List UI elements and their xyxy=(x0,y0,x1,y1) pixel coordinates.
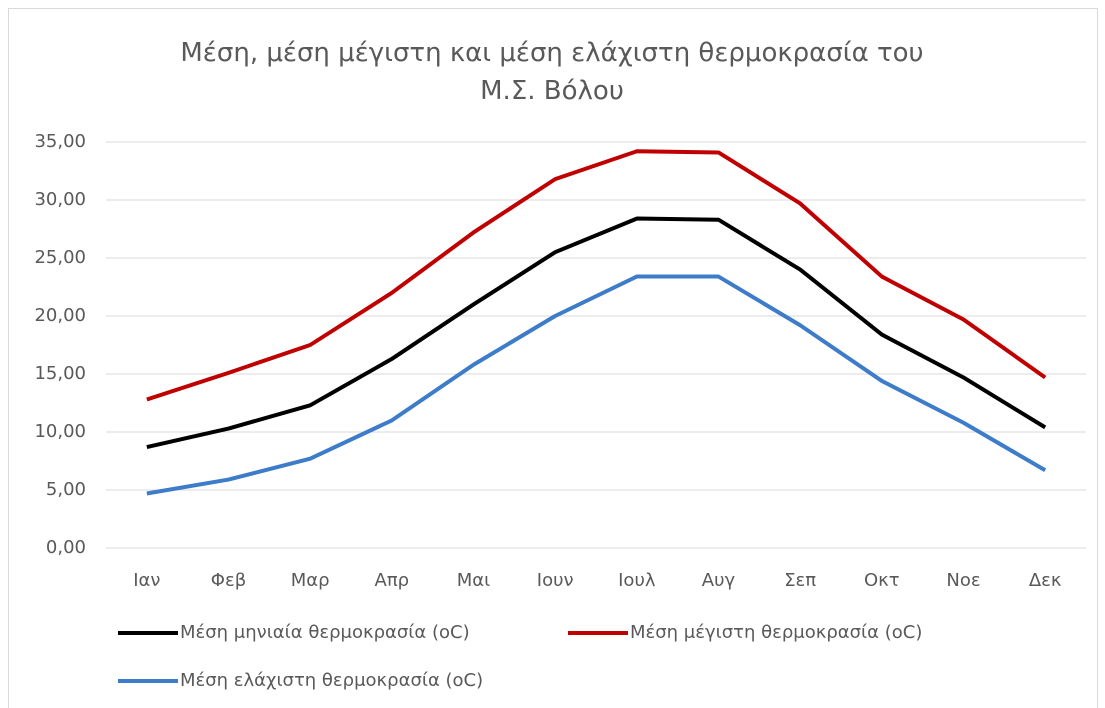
x-tick-label: Μαρ xyxy=(291,570,330,591)
y-tick-label: 10,00 xyxy=(34,421,86,442)
x-tick-label: Αυγ xyxy=(702,570,736,591)
y-tick-label: 20,00 xyxy=(34,305,86,326)
series-line xyxy=(146,274,1047,496)
y-tick-label: 5,00 xyxy=(46,479,86,500)
chart-frame xyxy=(8,8,1098,708)
legend-label: Μέση ελάχιστη θερμοκρασία (oC) xyxy=(180,670,483,691)
y-tick-label: 0,00 xyxy=(46,537,86,558)
legend-label: Μέση μέγιστη θερμοκρασία (oC) xyxy=(630,622,922,643)
series-line xyxy=(146,216,1047,450)
x-tick-label: Φεβ xyxy=(211,570,246,591)
series-line xyxy=(146,149,1047,402)
x-tick-label: Νοε xyxy=(946,570,980,591)
x-tick-label: Ιουν xyxy=(537,570,574,591)
y-tick-label: 35,00 xyxy=(34,131,86,152)
y-tick-label: 30,00 xyxy=(34,189,86,210)
x-tick-label: Σεπ xyxy=(784,570,816,591)
y-tick-label: 25,00 xyxy=(34,247,86,268)
x-tick-label: Μαι xyxy=(457,570,491,591)
legend-label: Μέση μηνιαία θερμοκρασία (oC) xyxy=(180,622,470,643)
y-tick-label: 15,00 xyxy=(34,363,86,384)
x-tick-label: Απρ xyxy=(375,570,410,591)
x-tick-label: Δεκ xyxy=(1029,570,1062,591)
chart-title: Μέση, μέση μέγιστη και μέση ελάχιστη θερ… xyxy=(180,38,924,106)
x-tick-label: Οκτ xyxy=(864,570,900,591)
x-tick-label: Ιουλ xyxy=(618,570,656,591)
x-tick-label: Ιαν xyxy=(133,570,160,591)
